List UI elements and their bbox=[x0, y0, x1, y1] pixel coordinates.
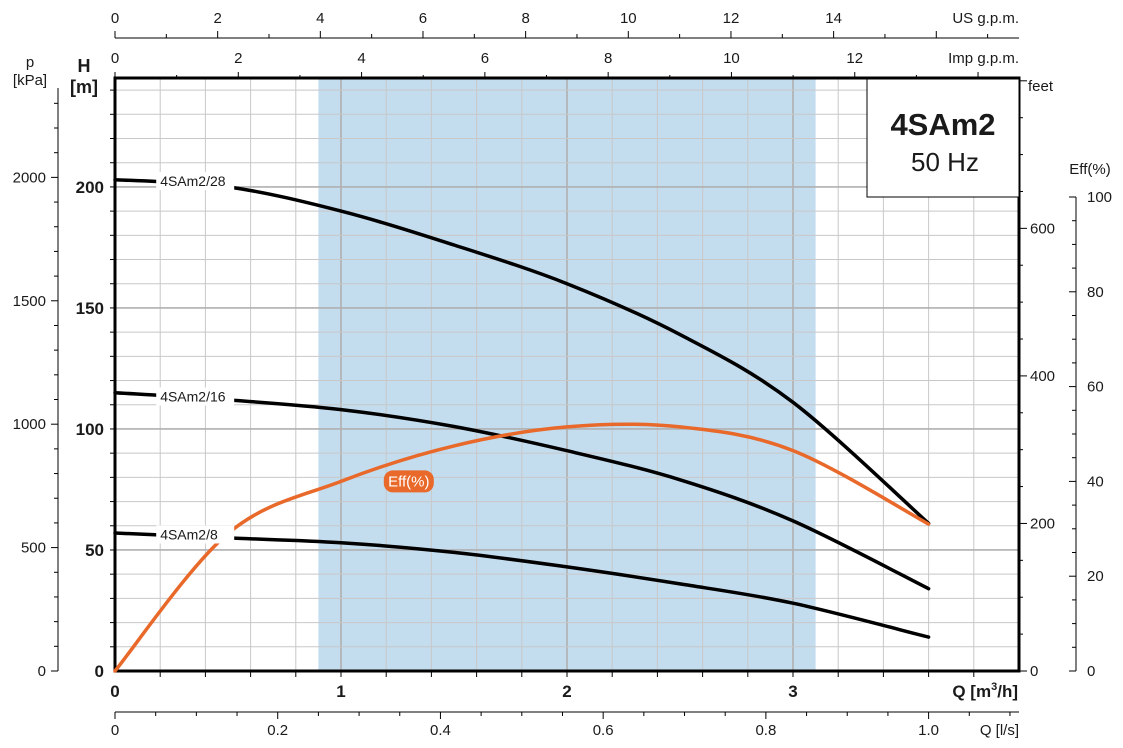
x-tick-label-impgpm: 10 bbox=[723, 50, 740, 67]
y-tick-label-head: 50 bbox=[85, 541, 104, 560]
y-tick-label-pressure: 0 bbox=[38, 663, 46, 680]
x-tick-label-usgpm: 2 bbox=[213, 10, 221, 27]
y-tick-label-pressure: 1500 bbox=[13, 293, 46, 310]
x-tick-label-ls: 0.8 bbox=[755, 722, 776, 739]
y-tick-label-feet: 0 bbox=[1030, 663, 1038, 680]
title-box bbox=[866, 78, 1020, 198]
x-axis-label-usgpm: US g.p.m. bbox=[952, 10, 1019, 27]
x-tick-label-ls: 0 bbox=[111, 722, 119, 739]
x-tick-label-impgpm: 12 bbox=[846, 50, 863, 67]
y-tick-label-pressure: 2000 bbox=[13, 169, 46, 186]
x-axis-label-m3h: Q [m3/h] bbox=[952, 681, 1018, 701]
efficiency-label-bg bbox=[383, 470, 434, 493]
y-tick-label-eff: 40 bbox=[1087, 473, 1104, 490]
efficiency-label: Eff(%) bbox=[388, 473, 429, 490]
y-tick-label-eff: 0 bbox=[1087, 663, 1095, 680]
x-axis-label-ls: Q [l/s] bbox=[980, 722, 1019, 739]
y-axis-label-pressure: p bbox=[26, 54, 34, 71]
y-axis-label-feet: feet bbox=[1028, 78, 1054, 95]
x-tick-label-usgpm: 6 bbox=[419, 10, 427, 27]
x-tick-label-impgpm: 0 bbox=[111, 50, 119, 67]
x-tick-label-impgpm: 2 bbox=[234, 50, 242, 67]
x-tick-label-m3h: 3 bbox=[788, 682, 797, 701]
x-axis-label-impgpm: Imp g.p.m. bbox=[948, 50, 1019, 67]
y-axis-label-head: H bbox=[78, 56, 91, 76]
x-tick-label-m3h: 0 bbox=[110, 682, 119, 701]
x-tick-label-usgpm: 8 bbox=[521, 10, 529, 27]
y-tick-label-head: 150 bbox=[76, 299, 104, 318]
x-tick-label-ls: 1.0 bbox=[918, 722, 939, 739]
x-tick-label-impgpm: 6 bbox=[481, 50, 489, 67]
series-label-4sam2-28: 4SAm2/28 bbox=[160, 173, 226, 189]
series-label-bg bbox=[156, 172, 235, 191]
series-label-4sam2-16: 4SAm2/16 bbox=[160, 388, 226, 404]
chart-title: 4SAm2 bbox=[890, 107, 995, 142]
y-axis-unit-pressure: [kPa] bbox=[13, 72, 47, 89]
x-tick-label-m3h: 1 bbox=[336, 682, 345, 701]
y-axis-unit-head: [m] bbox=[70, 77, 98, 97]
y-tick-label-eff: 80 bbox=[1087, 284, 1104, 301]
x-tick-label-ls: 0.2 bbox=[267, 722, 288, 739]
y-tick-label-eff: 20 bbox=[1087, 568, 1104, 585]
x-tick-label-usgpm: 12 bbox=[723, 10, 740, 27]
x-tick-label-usgpm: 10 bbox=[620, 10, 637, 27]
y-tick-label-eff: 60 bbox=[1087, 379, 1104, 396]
y-tick-label-feet: 400 bbox=[1030, 368, 1055, 385]
x-tick-label-ls: 0.6 bbox=[593, 722, 614, 739]
chart-subtitle: 50 Hz bbox=[911, 147, 979, 177]
head-curve-4sam2-28 bbox=[113, 177, 931, 526]
series-label-bg bbox=[156, 387, 235, 406]
y-tick-label-pressure: 1000 bbox=[13, 416, 46, 433]
series-label-bg bbox=[156, 525, 235, 544]
y-tick-label-feet: 200 bbox=[1030, 515, 1055, 532]
x-tick-label-m3h: 2 bbox=[562, 682, 571, 701]
y-axis-label-eff: Eff(%) bbox=[1069, 161, 1110, 178]
y-tick-label-head: 200 bbox=[76, 178, 104, 197]
x-tick-label-usgpm: 4 bbox=[316, 10, 324, 27]
head-curve-4sam2-8 bbox=[113, 531, 931, 639]
x-tick-label-impgpm: 8 bbox=[604, 50, 612, 67]
head-curve-4sam2-16 bbox=[113, 390, 931, 591]
y-tick-label-head: 100 bbox=[76, 420, 104, 439]
series-label-4sam2-8: 4SAm2/8 bbox=[160, 526, 218, 542]
x-tick-label-usgpm: 0 bbox=[111, 10, 119, 27]
y-tick-label-pressure: 500 bbox=[21, 540, 46, 557]
y-tick-label-feet: 600 bbox=[1030, 220, 1055, 237]
x-tick-label-impgpm: 4 bbox=[357, 50, 365, 67]
x-tick-label-ls: 0.4 bbox=[430, 722, 451, 739]
y-tick-label-eff: 100 bbox=[1087, 189, 1112, 206]
x-tick-label-usgpm: 14 bbox=[825, 10, 842, 27]
y-tick-label-head: 0 bbox=[95, 662, 104, 681]
